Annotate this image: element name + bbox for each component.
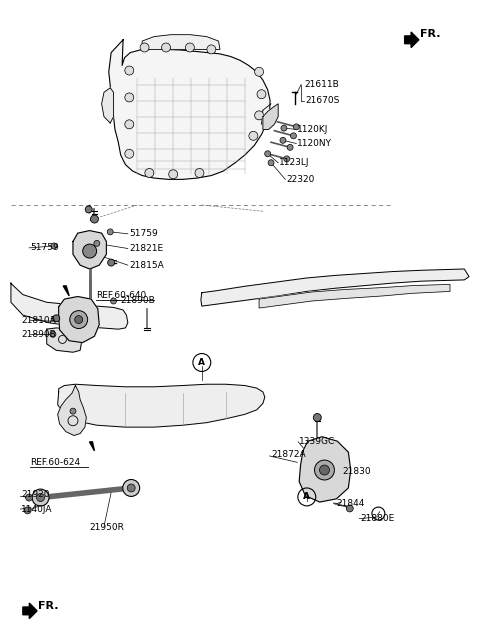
Circle shape [268, 159, 274, 166]
Circle shape [281, 125, 287, 131]
Circle shape [254, 111, 264, 120]
Circle shape [287, 145, 293, 150]
Polygon shape [73, 231, 107, 269]
Polygon shape [142, 35, 220, 50]
Circle shape [280, 138, 286, 143]
Circle shape [140, 43, 149, 52]
Polygon shape [11, 283, 128, 329]
Circle shape [249, 131, 258, 140]
Circle shape [90, 215, 98, 223]
Circle shape [36, 494, 45, 502]
Circle shape [185, 43, 194, 52]
Text: 1120KJ: 1120KJ [297, 125, 329, 134]
Text: 21611B: 21611B [304, 80, 339, 89]
Circle shape [195, 168, 204, 177]
Text: A: A [303, 493, 310, 502]
Text: 22320: 22320 [287, 175, 315, 184]
Circle shape [70, 408, 76, 414]
Polygon shape [59, 296, 99, 343]
Text: 21830: 21830 [343, 467, 371, 476]
Circle shape [53, 315, 60, 322]
Circle shape [284, 156, 290, 162]
Circle shape [50, 331, 56, 338]
Text: 1120NY: 1120NY [297, 139, 332, 148]
Circle shape [51, 243, 57, 249]
Circle shape [293, 124, 300, 130]
Circle shape [127, 484, 135, 492]
Text: REF.60-624: REF.60-624 [30, 458, 80, 467]
Polygon shape [58, 385, 265, 427]
Polygon shape [58, 386, 86, 435]
Circle shape [70, 311, 88, 329]
Text: 21844: 21844 [336, 500, 365, 509]
Text: 21890B: 21890B [22, 330, 56, 339]
Polygon shape [63, 286, 69, 296]
Text: 21872A: 21872A [271, 450, 306, 459]
Circle shape [25, 494, 33, 501]
Circle shape [314, 460, 335, 480]
Polygon shape [102, 88, 114, 123]
Circle shape [145, 168, 154, 177]
Polygon shape [263, 104, 278, 129]
Circle shape [168, 170, 178, 179]
Circle shape [346, 505, 353, 512]
Text: REF.60-640: REF.60-640 [96, 291, 146, 300]
Circle shape [264, 150, 271, 157]
Circle shape [75, 316, 83, 323]
Polygon shape [47, 328, 82, 352]
Polygon shape [109, 40, 270, 179]
Polygon shape [259, 284, 450, 308]
Text: 51759: 51759 [129, 230, 158, 239]
Circle shape [83, 244, 96, 258]
Text: 1339GC: 1339GC [299, 437, 336, 446]
Text: 1140JA: 1140JA [22, 505, 53, 514]
Circle shape [24, 507, 31, 514]
Text: 21890B: 21890B [120, 296, 156, 305]
Circle shape [125, 149, 134, 158]
Text: 21810A: 21810A [22, 316, 56, 325]
Circle shape [125, 93, 134, 102]
Text: 21880E: 21880E [360, 514, 395, 523]
Text: 21920: 21920 [22, 490, 50, 499]
Text: FR.: FR. [38, 601, 59, 610]
Text: 21950R: 21950R [90, 523, 124, 532]
Circle shape [313, 413, 321, 422]
Circle shape [125, 120, 134, 129]
Circle shape [108, 259, 115, 266]
Circle shape [125, 66, 134, 75]
Circle shape [320, 465, 329, 475]
Circle shape [207, 45, 216, 54]
Text: 21815A: 21815A [129, 260, 164, 269]
Circle shape [257, 90, 266, 99]
Polygon shape [89, 442, 95, 451]
Polygon shape [299, 437, 351, 502]
Text: 21821E: 21821E [129, 244, 163, 253]
Circle shape [123, 480, 140, 496]
Circle shape [85, 206, 92, 213]
Circle shape [107, 229, 113, 235]
Polygon shape [405, 32, 419, 48]
Circle shape [32, 489, 49, 506]
Text: 51759: 51759 [30, 243, 59, 252]
Text: FR.: FR. [420, 30, 441, 39]
Circle shape [162, 43, 170, 52]
Polygon shape [201, 269, 469, 306]
Text: 21670S: 21670S [306, 96, 340, 105]
Text: A: A [198, 358, 205, 367]
Circle shape [290, 133, 297, 139]
Circle shape [110, 298, 117, 304]
Circle shape [94, 240, 100, 246]
Text: 1123LJ: 1123LJ [279, 158, 310, 167]
Circle shape [254, 68, 264, 77]
Polygon shape [23, 603, 37, 619]
